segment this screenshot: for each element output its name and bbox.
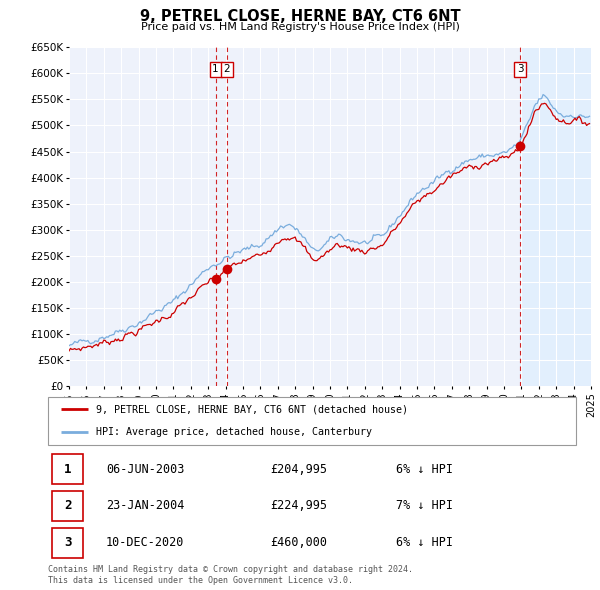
Text: 1: 1: [212, 64, 219, 74]
Text: 1: 1: [64, 463, 71, 476]
Text: 06-JUN-2003: 06-JUN-2003: [106, 463, 184, 476]
Text: 6% ↓ HPI: 6% ↓ HPI: [397, 536, 454, 549]
Text: 10-DEC-2020: 10-DEC-2020: [106, 536, 184, 549]
Text: 23-JAN-2004: 23-JAN-2004: [106, 499, 184, 513]
Text: Price paid vs. HM Land Registry's House Price Index (HPI): Price paid vs. HM Land Registry's House …: [140, 22, 460, 32]
FancyBboxPatch shape: [48, 397, 576, 445]
Text: This data is licensed under the Open Government Licence v3.0.: This data is licensed under the Open Gov…: [48, 576, 353, 585]
Text: 3: 3: [517, 64, 524, 74]
Text: £204,995: £204,995: [270, 463, 327, 476]
Text: 9, PETREL CLOSE, HERNE BAY, CT6 6NT (detached house): 9, PETREL CLOSE, HERNE BAY, CT6 6NT (det…: [95, 404, 407, 414]
Bar: [520, 47, 591, 386]
FancyBboxPatch shape: [52, 491, 83, 521]
Text: 2: 2: [64, 499, 71, 513]
Text: Contains HM Land Registry data © Crown copyright and database right 2024.: Contains HM Land Registry data © Crown c…: [48, 565, 413, 574]
FancyBboxPatch shape: [52, 528, 83, 558]
Text: 3: 3: [64, 536, 71, 549]
Text: £460,000: £460,000: [270, 536, 327, 549]
Text: 6% ↓ HPI: 6% ↓ HPI: [397, 463, 454, 476]
Text: 2: 2: [223, 64, 230, 74]
FancyBboxPatch shape: [52, 454, 83, 484]
Text: 7% ↓ HPI: 7% ↓ HPI: [397, 499, 454, 513]
Text: 9, PETREL CLOSE, HERNE BAY, CT6 6NT: 9, PETREL CLOSE, HERNE BAY, CT6 6NT: [140, 9, 460, 24]
Text: HPI: Average price, detached house, Canterbury: HPI: Average price, detached house, Cant…: [95, 427, 371, 437]
Text: £224,995: £224,995: [270, 499, 327, 513]
